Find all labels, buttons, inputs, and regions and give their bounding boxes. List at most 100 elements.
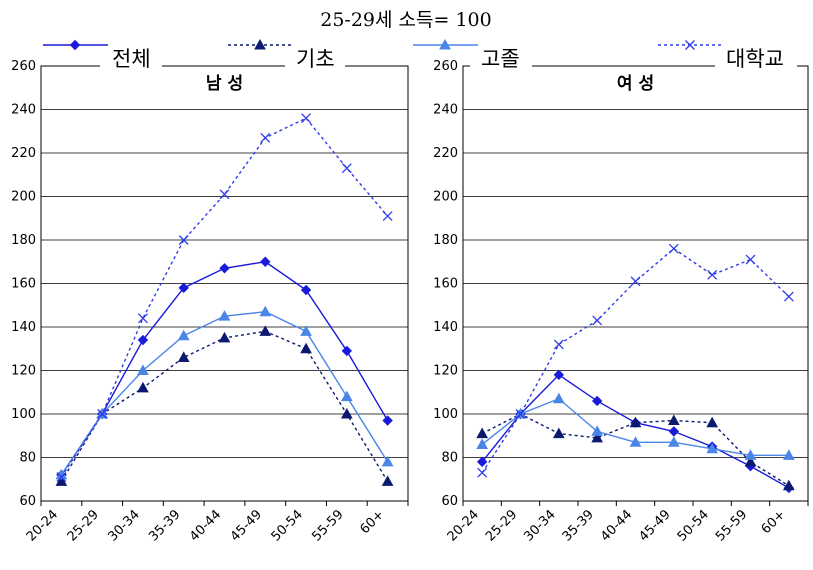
x-tick-label: 35-39 <box>146 507 183 544</box>
data-point-stroke-b <box>341 163 352 174</box>
data-point <box>476 456 488 468</box>
data-point-stroke-b <box>301 113 312 124</box>
y-tick-label: 240 <box>11 103 36 118</box>
data-point <box>783 291 794 302</box>
legend-label-bg <box>285 44 345 72</box>
data-point <box>55 475 68 486</box>
data-point-stroke-b <box>515 409 526 419</box>
data-point <box>745 254 756 265</box>
legend-marker <box>254 38 266 50</box>
data-point <box>178 235 189 245</box>
data-point <box>667 436 680 447</box>
data-point <box>300 284 312 296</box>
data-point <box>301 113 312 124</box>
x-tick-label: 40-44 <box>598 507 635 544</box>
legend-label-bg <box>470 44 532 72</box>
data-point <box>552 392 565 404</box>
y-tick-label: 160 <box>11 277 36 292</box>
legend-label: 고졸 <box>481 47 520 71</box>
data-point <box>782 449 795 460</box>
x-tick-label: 50-54 <box>269 507 306 544</box>
y-tick-label: 220 <box>433 146 458 161</box>
legend-item-고졸: 고졸 <box>413 38 532 72</box>
data-point <box>137 381 149 393</box>
panel-female: 60 80 100 120 140 160 180 200 220 240 260 20-24 25-2… <box>433 59 809 545</box>
data-point <box>137 334 149 346</box>
data-point-stroke-b <box>178 235 189 245</box>
data-point <box>56 472 67 483</box>
data-point <box>476 427 489 439</box>
x-tick-label: 55-59 <box>309 507 346 544</box>
panel-title: 여 성 <box>617 74 654 94</box>
y-tick-label: 60 <box>441 494 458 509</box>
x-tick-label: 25-29 <box>483 507 520 544</box>
series-대학교 <box>477 243 794 478</box>
plot-area-border <box>40 65 409 502</box>
data-point <box>553 369 565 381</box>
data-point <box>177 329 190 341</box>
data-point <box>591 395 603 407</box>
data-point-stroke-b <box>592 315 603 326</box>
y-tick-label: 160 <box>433 277 458 292</box>
data-point <box>137 313 148 324</box>
y-tick-label: 80 <box>441 451 458 466</box>
data-point <box>259 305 272 317</box>
data-point <box>260 256 271 267</box>
data-point <box>178 282 189 294</box>
legend-item-기초: 기초 <box>228 38 345 72</box>
y-tick-label: 260 <box>11 59 36 74</box>
y-tick-label: 60 <box>19 494 36 509</box>
data-point <box>260 132 271 143</box>
data-point-stroke-b <box>219 189 230 200</box>
data-point <box>629 416 642 428</box>
x-tick-label: 45-49 <box>228 507 265 544</box>
x-tick-label: 35-39 <box>560 507 597 544</box>
data-point <box>259 325 272 336</box>
panel-title-bg <box>597 70 674 96</box>
x-tick-label: 30-34 <box>521 507 558 544</box>
data-point <box>340 390 353 402</box>
y-tick-label: 120 <box>433 364 458 379</box>
series-대학교 <box>56 113 393 483</box>
x-tick-label: 55-59 <box>713 507 750 544</box>
x-tick-label: 20-24 <box>24 507 61 544</box>
y-tick-label: 240 <box>433 103 458 118</box>
x-tick-label: 20-24 <box>445 507 482 544</box>
data-point <box>552 427 565 439</box>
legend-marker-stroke-b <box>685 40 695 50</box>
data-point <box>381 455 394 467</box>
y-tick-label: 80 <box>19 451 36 466</box>
legend: 전체 기초 고졸 대학교 <box>43 38 797 72</box>
data-point <box>340 407 353 419</box>
data-point <box>707 269 718 280</box>
data-point <box>219 263 230 274</box>
y-tick-label: 260 <box>433 59 458 74</box>
legend-marker <box>439 38 451 50</box>
y-tick-label: 200 <box>11 190 36 205</box>
series-line <box>481 373 790 489</box>
x-tick-label: 45-49 <box>636 507 673 544</box>
y-tick-label: 180 <box>11 233 36 248</box>
series-line <box>481 247 790 474</box>
y-tick-label: 120 <box>11 364 36 379</box>
series-line <box>60 117 389 478</box>
data-point <box>744 455 757 467</box>
data-point <box>381 475 394 486</box>
panel-title: 남 성 <box>206 74 243 94</box>
data-point-stroke-b <box>783 291 794 302</box>
legend-label-bg <box>100 44 162 72</box>
data-point-stroke-b <box>97 409 108 419</box>
legend-label: 기초 <box>296 47 335 71</box>
data-point <box>706 442 719 454</box>
data-point-stroke-b <box>553 339 564 350</box>
x-tick-label: 25-29 <box>65 507 102 544</box>
legend-item-전체: 전체 <box>43 39 162 72</box>
legend-label: 대학교 <box>726 47 784 71</box>
legend-label: 전체 <box>112 47 151 71</box>
series-기초 <box>476 407 795 491</box>
legend-label-bg <box>715 44 797 72</box>
data-point <box>591 431 604 443</box>
data-point <box>629 436 642 447</box>
series-전체 <box>56 256 393 481</box>
data-point <box>630 276 641 287</box>
